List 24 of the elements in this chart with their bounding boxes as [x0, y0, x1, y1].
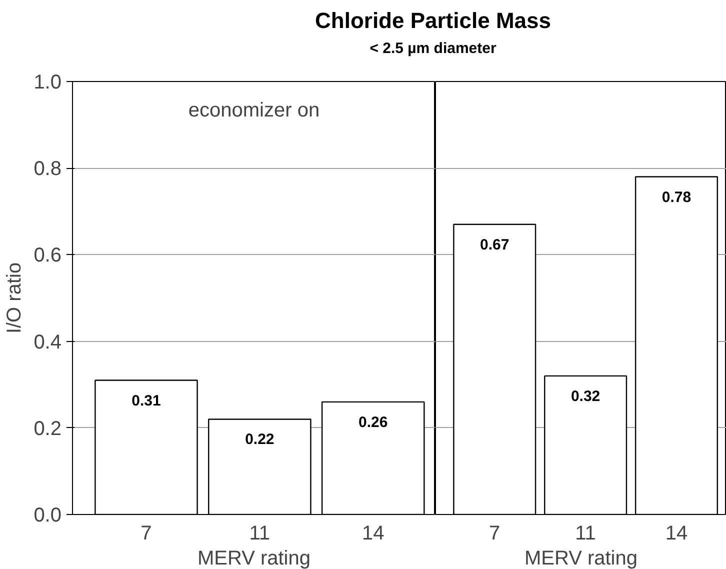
data-label: 0.78 — [662, 188, 692, 206]
x-tick-label: 11 — [249, 522, 270, 544]
annotation: economizer on — [188, 100, 320, 122]
x-axis-title: MERV rating — [197, 548, 311, 569]
x-tick-label: 7 — [489, 522, 500, 544]
y-tick-label: 1.0 — [34, 72, 62, 94]
x-tick-label: 14 — [362, 522, 384, 544]
y-tick-label: 0.2 — [34, 418, 62, 440]
data-label: 0.67 — [480, 236, 510, 254]
x-axis-title: MERV rating — [524, 548, 638, 569]
y-tick-label: 0.0 — [34, 504, 62, 526]
y-tick-label: 0.8 — [34, 158, 62, 180]
chart-subtitle: < 2.5 µm diameter — [368, 40, 498, 57]
x-tick-label: 11 — [575, 522, 596, 544]
data-label: 0.31 — [132, 392, 161, 410]
data-label: 0.32 — [570, 388, 600, 405]
x-tick-label: 14 — [665, 522, 688, 544]
data-label: 0.26 — [358, 414, 388, 431]
chart-title: Chloride Particle Mass — [314, 8, 552, 34]
x-tick-label: 7 — [140, 522, 152, 544]
y-tick-label: 0.6 — [34, 244, 62, 267]
y-axis-title: I/O ratio — [4, 262, 26, 334]
data-label: 0.22 — [245, 431, 274, 448]
y-tick-label: 0.4 — [34, 331, 62, 354]
